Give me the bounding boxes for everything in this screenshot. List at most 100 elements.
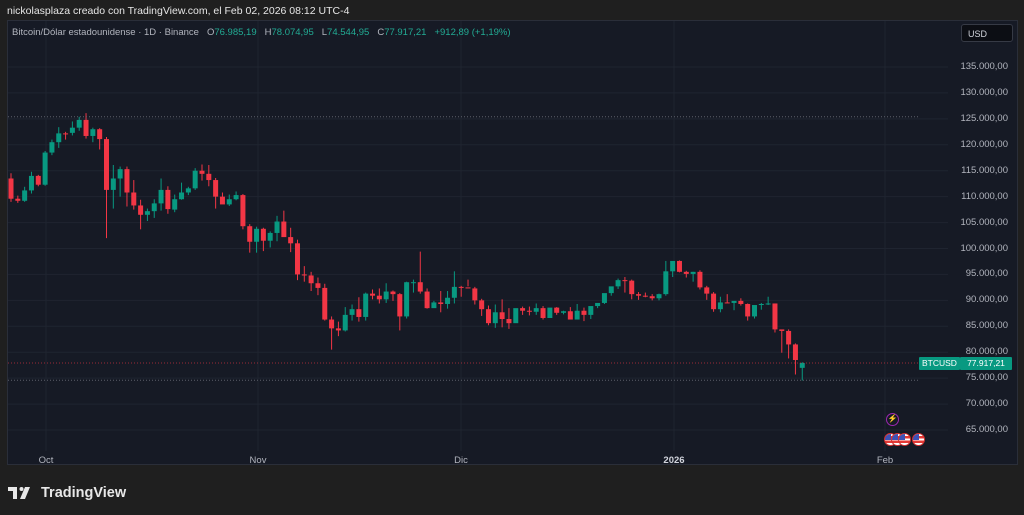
candle-body — [254, 228, 260, 242]
tradingview-logo-text: TradingView — [41, 485, 127, 501]
price-axis-label: 135.000,00 — [960, 61, 1008, 72]
candle-body — [138, 205, 144, 215]
high-value: 78.074,95 — [271, 27, 314, 38]
candle-body — [172, 199, 178, 210]
change-value: +912,89 (+1,19%) — [434, 27, 511, 38]
candle-body — [199, 170, 205, 174]
candle-body — [35, 175, 41, 185]
candle-body — [724, 302, 730, 304]
candle-body — [117, 169, 123, 179]
low-key: L — [321, 27, 328, 38]
currency-button[interactable]: USD — [961, 24, 1013, 42]
candle-body — [322, 287, 328, 320]
candle-body — [711, 293, 717, 310]
candle-body — [704, 287, 710, 294]
candle-body — [260, 228, 266, 241]
us-flag-event-icon[interactable] — [898, 433, 911, 446]
candle-body — [192, 170, 198, 189]
candle-body — [417, 282, 423, 292]
candle-body — [765, 303, 771, 305]
candle-body — [213, 180, 219, 197]
candle-body — [431, 302, 437, 309]
candle-body — [247, 226, 253, 242]
candle-body — [540, 308, 546, 318]
candle-body — [438, 302, 444, 304]
tradingview-logo[interactable]: TradingView — [8, 485, 126, 501]
candle-body — [69, 127, 75, 133]
candle-body — [22, 190, 28, 201]
candle-body — [158, 189, 164, 204]
candle-body — [779, 329, 785, 331]
candle-body — [76, 119, 82, 128]
candle-body — [458, 286, 464, 288]
candle-body — [799, 363, 805, 368]
time-axis-label: Dic — [454, 455, 468, 466]
candle-body — [219, 196, 225, 205]
chart-frame — [7, 20, 1018, 465]
candle-body — [315, 283, 321, 288]
candle-body — [349, 309, 355, 315]
candle-body — [513, 308, 519, 324]
candle-body — [226, 199, 232, 205]
candle-body — [363, 293, 369, 317]
price-axis-label: 95.000,00 — [965, 268, 1008, 280]
candle-body — [533, 308, 539, 312]
price-axis-label: 115.000,00 — [961, 164, 1008, 176]
price-axis-label: 80.000,00 — [965, 346, 1008, 358]
candle-body — [376, 295, 382, 300]
time-axis-label: Feb — [876, 455, 894, 466]
symbol-description: Bitcoin/Dólar estadounidense · 1D · Bina… — [12, 27, 199, 38]
candle-body — [642, 295, 648, 297]
candle-body — [28, 175, 34, 191]
candle-body — [547, 307, 553, 318]
candle-body — [608, 286, 614, 294]
candle-body — [752, 305, 758, 317]
candle-body — [8, 178, 14, 199]
candle-body — [656, 294, 662, 299]
candle-body — [356, 309, 362, 317]
candle-body — [636, 294, 642, 296]
us-flag-event-icon[interactable] — [912, 433, 925, 446]
candle-body — [49, 142, 55, 153]
low-value: 74.544,95 — [327, 27, 370, 38]
candle-body — [683, 271, 689, 274]
candle-body — [206, 173, 212, 181]
price-axis-label: 100.000,00 — [960, 242, 1008, 254]
candle-body — [567, 311, 573, 320]
price-axis-label: 110.000,00 — [961, 190, 1008, 202]
close-key: C — [377, 27, 385, 38]
symbol-price-badge: BTCUSD — [919, 357, 960, 370]
price-axis-label: 125.000,00 — [960, 112, 1008, 124]
candle-body — [342, 314, 348, 331]
candle-body — [329, 319, 335, 329]
candle-body — [629, 280, 635, 295]
price-axis-label: 75.000,00 — [965, 372, 1008, 384]
ohlc-legend: Bitcoin/Dólar estadounidense · 1D · Bina… — [12, 27, 511, 38]
candle-body — [179, 192, 185, 200]
close-value: 77.917,21 — [384, 27, 427, 38]
candle-body — [274, 221, 280, 233]
time-axis-label: Oct — [38, 455, 54, 466]
candle-body — [410, 282, 416, 284]
candle-body — [615, 280, 621, 287]
candle-body — [676, 260, 682, 272]
candlestick-chart[interactable] — [8, 21, 948, 461]
candle-body — [506, 319, 512, 324]
candle-body — [83, 119, 89, 136]
candle-body — [581, 310, 587, 315]
candle-body — [63, 133, 69, 135]
earnings-bolt-icon[interactable]: ⚡ — [886, 413, 899, 426]
candle-body — [151, 203, 157, 212]
candle-body — [465, 287, 471, 289]
candle-body — [574, 310, 580, 320]
chart-credit: nickolasplaza creado con TradingView.com… — [7, 5, 350, 17]
candle-body — [165, 189, 171, 210]
candle-body — [561, 311, 567, 313]
candle-body — [745, 303, 751, 317]
candle-body — [335, 328, 341, 331]
candle-body — [601, 293, 607, 303]
candle-body — [288, 237, 294, 244]
candle-body — [383, 291, 389, 300]
candle-body — [595, 302, 601, 307]
candle-body — [738, 300, 744, 304]
